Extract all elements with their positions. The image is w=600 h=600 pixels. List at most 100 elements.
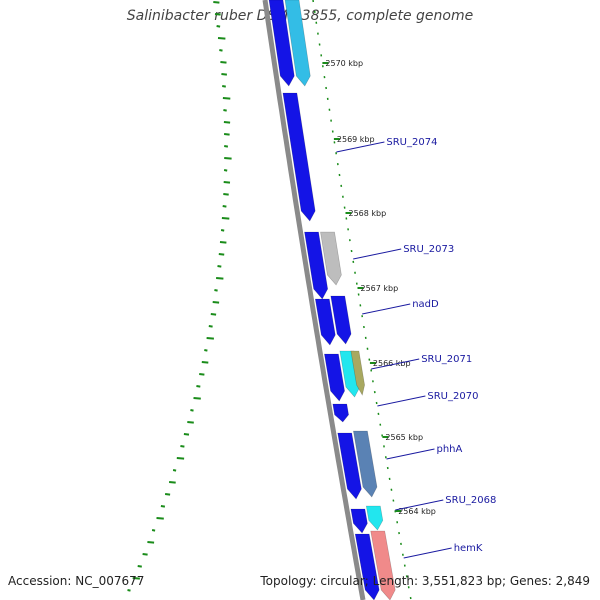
gc-skew-mark [219, 49, 223, 52]
gc-skew-mark [196, 385, 201, 388]
gc-skew-mark [221, 217, 230, 220]
gc-skew-mark [190, 409, 194, 412]
gc-skew-mark [187, 421, 194, 424]
kbp-tick-label: 2565 kbp [385, 433, 423, 442]
gene-label-leader [395, 499, 444, 511]
gc-skew-mark [199, 373, 205, 376]
gc-skew-mark [223, 181, 231, 184]
gc-skew-mark [164, 493, 171, 496]
gc-skew-mark [216, 277, 224, 280]
gene-label-leader [403, 547, 452, 559]
gc-skew-mark [223, 193, 229, 196]
gc-skew-mark [223, 169, 228, 172]
gc-skew-mark [216, 25, 221, 28]
gc-skew-mark [212, 301, 220, 304]
gene-arrow [330, 295, 352, 345]
gc-skew-mark [210, 313, 217, 316]
kbp-tick-label: 2568 kbp [349, 209, 387, 218]
gc-skew-mark [201, 361, 209, 364]
gene-label-leader [386, 448, 435, 460]
gc-skew-track [127, 1, 232, 592]
feature-track [268, 0, 396, 600]
gc-skew-mark [222, 97, 231, 100]
outer-guide-line [312, 0, 412, 600]
gc-skew-mark [224, 157, 232, 160]
gc-skew-mark [142, 553, 148, 556]
guide-dotted-lines [312, 0, 412, 600]
gene-label-track: SRU_2074 SRU_2073 nadD SRU_2071 SRU_2070 phhA… [336, 137, 496, 559]
kbp-tick-label: 2564 kbp [398, 507, 436, 516]
topology-text: Topology: circular; Length: 3,551,823 bp… [260, 574, 590, 588]
gc-skew-mark [219, 241, 227, 244]
gc-skew-mark [147, 541, 155, 544]
gc-skew-mark [169, 481, 176, 484]
gene-label-leader [336, 141, 385, 153]
gene-arrow [282, 92, 316, 222]
gc-skew-mark [156, 517, 164, 520]
gene-label: phhA [437, 444, 463, 455]
gc-skew-mark [222, 85, 226, 88]
gc-skew-mark [204, 349, 208, 352]
gene-label: nadD [412, 299, 439, 310]
gene-arrow [314, 298, 336, 346]
gc-skew-mark [214, 13, 221, 16]
gc-skew-mark [180, 445, 185, 448]
backbone-line [262, 0, 366, 600]
gc-skew-mark [132, 577, 140, 580]
kbp-tick-label: 2570 kbp [325, 59, 363, 68]
kbp-tick-track: 2570 kbp 2569 kbp 2568 kbp 2567 kbp 2566 kbp… [322, 59, 436, 516]
gc-skew-mark [176, 457, 185, 460]
gene-label-leader [371, 358, 420, 370]
gc-skew-mark [206, 337, 214, 340]
gene-label: SRU_2070 [427, 391, 478, 402]
gc-skew-mark [214, 289, 218, 292]
gene-arrow [320, 231, 342, 286]
gene-arrow [304, 231, 329, 300]
gene-label-leader [377, 395, 426, 407]
kbp-tick-label: 2566 kbp [373, 359, 411, 368]
gene-label-leader [362, 303, 411, 315]
gene-label-leader [353, 248, 402, 260]
kbp-tick-label: 2569 kbp [337, 135, 375, 144]
gene-arrow [284, 0, 311, 87]
gc-skew-mark [220, 61, 227, 64]
gc-skew-mark [208, 325, 213, 328]
kbp-tick-label: 2567 kbp [361, 284, 399, 293]
gc-skew-mark [222, 205, 227, 208]
gc-skew-mark [217, 37, 226, 40]
gene-label: SRU_2074 [386, 137, 437, 148]
gc-skew-mark [127, 589, 131, 592]
gc-skew-mark [213, 1, 220, 4]
accession-text: Accession: NC_007677 [8, 574, 145, 588]
gc-skew-mark [160, 505, 166, 508]
gc-skew-mark [224, 145, 229, 148]
genome-backbone [262, 0, 366, 600]
gc-skew-mark [223, 109, 227, 112]
gene-label: SRU_2068 [445, 495, 496, 506]
gc-skew-mark [193, 397, 201, 400]
gene-arrow [268, 0, 295, 87]
gene-label: hemK [454, 543, 483, 554]
gc-skew-mark [137, 565, 142, 568]
gc-skew-mark [221, 73, 228, 76]
gc-skew-mark [172, 469, 177, 472]
gene-arrow [370, 530, 396, 600]
gc-skew-mark [217, 265, 222, 268]
gc-skew-mark [183, 433, 190, 436]
gene-arrow [350, 508, 368, 534]
gc-skew-mark [223, 133, 230, 136]
gene-label: SRU_2071 [421, 354, 472, 365]
gene-arrow [337, 432, 362, 500]
gene-label: SRU_2073 [403, 244, 454, 255]
gene-arrow [353, 430, 378, 498]
gene-arrow [350, 350, 365, 396]
gc-skew-mark [151, 529, 156, 532]
gc-skew-mark [218, 253, 225, 256]
gene-arrow [324, 353, 345, 402]
gc-skew-mark [220, 229, 225, 232]
gc-skew-mark [223, 121, 231, 124]
gene-arrow [365, 505, 384, 531]
gene-arrow [332, 403, 349, 423]
gene-arrow [354, 533, 380, 600]
